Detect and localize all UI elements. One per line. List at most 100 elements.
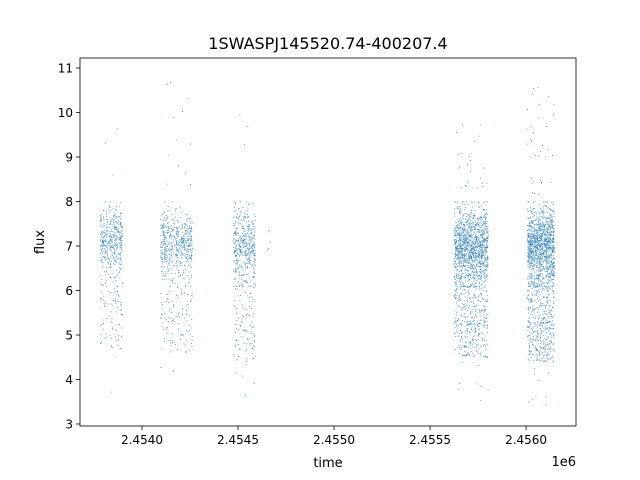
data-point bbox=[481, 247, 483, 249]
data-point bbox=[537, 228, 539, 229]
data-point bbox=[545, 249, 547, 251]
data-point bbox=[164, 276, 166, 277]
data-point bbox=[463, 235, 465, 237]
data-point bbox=[534, 240, 536, 242]
data-point bbox=[542, 145, 543, 146]
data-point bbox=[532, 283, 534, 285]
data-point bbox=[527, 277, 529, 279]
data-point bbox=[462, 307, 464, 309]
data-point bbox=[546, 260, 548, 262]
data-point bbox=[536, 292, 537, 294]
data-point bbox=[470, 245, 472, 247]
data-point bbox=[115, 301, 116, 303]
data-point bbox=[459, 270, 461, 272]
data-point bbox=[472, 253, 474, 255]
data-point bbox=[173, 265, 175, 266]
data-point bbox=[462, 227, 464, 229]
data-point bbox=[177, 348, 178, 350]
data-point bbox=[181, 252, 182, 254]
data-point bbox=[105, 142, 106, 144]
data-point bbox=[252, 235, 254, 236]
data-point bbox=[471, 249, 473, 250]
data-point bbox=[533, 284, 534, 286]
data-point bbox=[468, 258, 470, 259]
data-point bbox=[191, 254, 192, 256]
data-point bbox=[176, 243, 178, 245]
data-point bbox=[454, 336, 456, 337]
data-point bbox=[111, 229, 113, 231]
data-point bbox=[460, 278, 462, 280]
data-point bbox=[171, 242, 172, 244]
data-point bbox=[188, 325, 190, 326]
data-point bbox=[550, 325, 552, 327]
data-point bbox=[483, 281, 485, 283]
data-point bbox=[114, 252, 116, 254]
data-point bbox=[547, 261, 548, 263]
data-point bbox=[176, 258, 178, 260]
data-point bbox=[168, 222, 170, 224]
data-point bbox=[120, 347, 122, 349]
data-point bbox=[175, 344, 176, 345]
data-point bbox=[105, 241, 107, 242]
data-point bbox=[238, 249, 240, 250]
data-point bbox=[487, 237, 489, 238]
data-point bbox=[548, 245, 549, 247]
data-point bbox=[170, 273, 172, 275]
data-point bbox=[476, 188, 478, 190]
data-point bbox=[542, 348, 544, 349]
data-point bbox=[460, 251, 462, 252]
data-point bbox=[532, 344, 534, 346]
data-point bbox=[483, 167, 484, 169]
data-point bbox=[107, 221, 108, 223]
data-point bbox=[543, 305, 545, 306]
data-point bbox=[528, 234, 529, 236]
data-point bbox=[485, 228, 487, 230]
data-point bbox=[544, 329, 546, 331]
data-point bbox=[536, 336, 538, 338]
data-point bbox=[245, 216, 246, 217]
data-point bbox=[457, 336, 459, 337]
data-point bbox=[454, 208, 456, 210]
data-point bbox=[538, 350, 540, 352]
data-point bbox=[233, 210, 235, 212]
data-point bbox=[246, 295, 248, 297]
data-point bbox=[474, 284, 476, 286]
data-point bbox=[467, 270, 469, 272]
data-point bbox=[189, 350, 191, 352]
data-point bbox=[553, 275, 555, 277]
data-point bbox=[540, 258, 542, 259]
data-point bbox=[101, 341, 103, 343]
data-point bbox=[531, 260, 533, 262]
data-point bbox=[541, 319, 542, 321]
data-point bbox=[459, 265, 461, 267]
data-point bbox=[462, 214, 464, 216]
data-point bbox=[455, 239, 457, 241]
data-point bbox=[474, 268, 476, 270]
data-point bbox=[527, 235, 529, 237]
data-point bbox=[551, 267, 553, 269]
data-point bbox=[534, 282, 535, 284]
data-point bbox=[106, 230, 108, 232]
data-point bbox=[478, 251, 479, 253]
data-point bbox=[535, 251, 537, 253]
data-point bbox=[234, 270, 236, 272]
data-point bbox=[537, 249, 539, 251]
data-point bbox=[460, 323, 462, 324]
data-point bbox=[246, 233, 248, 235]
data-point bbox=[251, 348, 253, 349]
data-point bbox=[253, 245, 255, 247]
data-point bbox=[117, 216, 119, 218]
data-point bbox=[459, 240, 460, 242]
data-point bbox=[101, 260, 102, 262]
data-point bbox=[550, 235, 552, 237]
data-point bbox=[454, 256, 456, 258]
data-point bbox=[475, 314, 476, 315]
data-point bbox=[100, 256, 102, 258]
data-point bbox=[163, 236, 165, 238]
data-point bbox=[472, 339, 473, 341]
data-point bbox=[538, 274, 540, 276]
data-point bbox=[542, 278, 543, 280]
data-point bbox=[174, 282, 176, 284]
data-point bbox=[530, 261, 532, 263]
data-point bbox=[470, 257, 472, 259]
